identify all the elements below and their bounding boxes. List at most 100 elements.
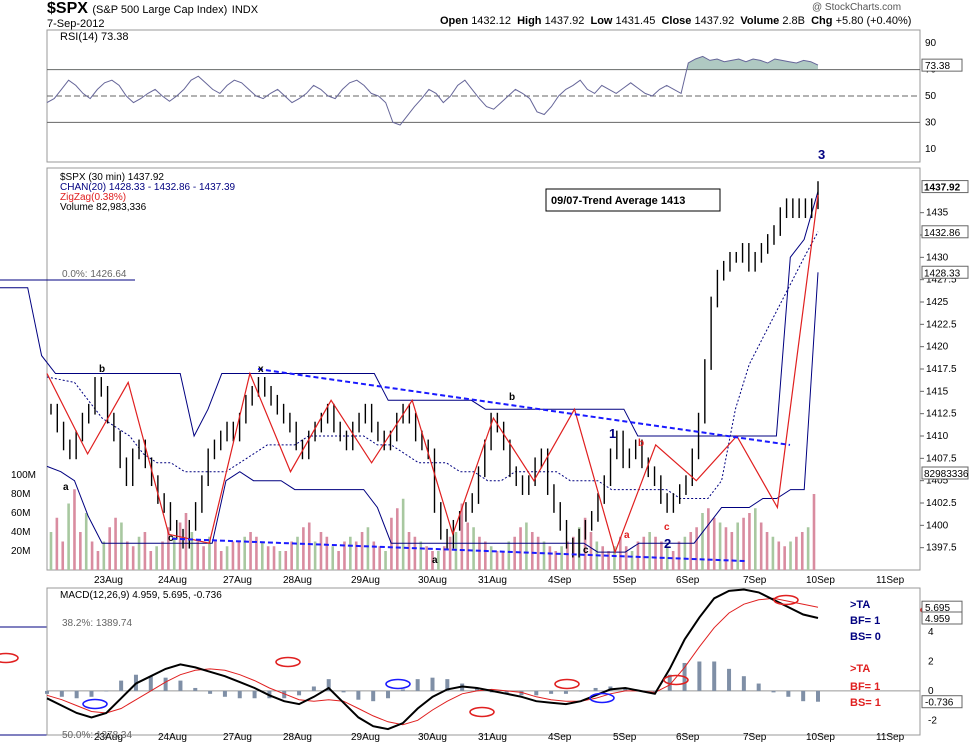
- macd-histogram-bar: [445, 679, 450, 691]
- volume-bar: [313, 541, 317, 570]
- volume-bar: [249, 532, 252, 570]
- macd-histogram-bar: [74, 690, 79, 699]
- channel-middle-line: [46, 231, 819, 499]
- volume-bar: [777, 541, 781, 570]
- volume-bar: [319, 532, 323, 570]
- macd-note: BF= 1: [850, 615, 880, 627]
- price-tick-label: 1420: [926, 342, 949, 353]
- macd-histogram-bar: [415, 679, 420, 691]
- volume-bar: [219, 551, 223, 570]
- volume-bar: [671, 551, 675, 570]
- volume-bar: [624, 546, 628, 570]
- volume-bar: [812, 494, 816, 570]
- macd-histogram-bar: [519, 690, 524, 696]
- volume-tick-label: 60M: [11, 508, 30, 519]
- wave-label: b: [99, 364, 105, 375]
- volume-bar: [448, 536, 452, 570]
- volume-bar: [642, 536, 646, 570]
- macd-histogram-bar: [741, 676, 746, 691]
- volume-value: 2.8B: [782, 15, 805, 27]
- macd-histogram-bar: [282, 690, 287, 699]
- volume-bar: [243, 536, 246, 570]
- macd-fib-label: 38.2%: 1389.74: [62, 618, 132, 629]
- price-legend-item: $SPX (30 min) 1437.92: [60, 172, 164, 183]
- volume-bar: [472, 527, 475, 570]
- volume-bar: [437, 551, 440, 570]
- macd-x-axis-label: 27Aug: [223, 732, 252, 743]
- volume-bar: [466, 522, 470, 570]
- x-axis-label: 27Aug: [223, 575, 252, 586]
- macd-line: [46, 588, 819, 731]
- symbol-exchange: INDX: [231, 4, 259, 16]
- macd-histogram-bar: [104, 690, 109, 692]
- volume-bar: [155, 546, 158, 570]
- rsi-overbought-fill: [686, 56, 818, 70]
- volume-bar: [190, 532, 194, 570]
- volume-bar: [542, 541, 546, 570]
- x-axis-label: 6Sep: [676, 575, 700, 586]
- wave-label: 2: [664, 536, 671, 551]
- volume-bar: [442, 546, 446, 570]
- volume-bar: [660, 541, 663, 570]
- price-panel-frame: [46, 167, 921, 571]
- macd-histogram-bar: [386, 690, 391, 699]
- price-tag: [921, 225, 969, 239]
- volume-bar: [266, 546, 270, 570]
- volume-bar: [525, 522, 528, 570]
- signal-ellipse: [0, 652, 19, 664]
- price-tick-label: 1397.5: [926, 543, 957, 554]
- macd-histogram-bar: [163, 677, 168, 691]
- volume-bar: [724, 527, 728, 570]
- macd-note: BF= 1: [850, 681, 880, 693]
- volume-bar: [325, 536, 329, 570]
- volume-bar: [413, 536, 417, 570]
- volume-bar: [260, 541, 264, 570]
- price-tick-label: 1407.5: [926, 453, 957, 464]
- wave-label: a: [63, 482, 69, 493]
- macd-histogram-bar: [178, 680, 183, 691]
- volume-bar: [149, 551, 153, 570]
- high-value: 1437.92: [544, 15, 585, 27]
- volume-bar: [307, 522, 311, 570]
- volume-bar: [114, 517, 117, 570]
- volume-bar: [372, 541, 376, 570]
- volume-bar: [79, 532, 82, 570]
- x-axis-label: 5Sep: [613, 575, 637, 586]
- macd-x-axis-label: 24Aug: [158, 732, 187, 743]
- volume-tick-label: 20M: [11, 546, 30, 557]
- volume-bar: [701, 513, 704, 570]
- wave-label: c: [583, 545, 589, 556]
- macd-histogram-bar: [326, 679, 331, 691]
- rsi-value-tag-label: 73.38: [925, 61, 950, 72]
- volume-bar: [96, 551, 100, 570]
- macd-histogram-bar: [222, 690, 227, 697]
- volume-bar: [360, 532, 364, 570]
- volume-bar: [789, 541, 792, 570]
- price-tick-label: 1427.5: [926, 275, 957, 286]
- rsi-tick-label: 30: [925, 117, 937, 128]
- macd-histogram-bar: [252, 690, 257, 699]
- volume-bar: [225, 546, 229, 570]
- price-tick-label: 1415: [926, 386, 949, 397]
- volume-bar: [349, 536, 352, 570]
- macd-note: >TA: [850, 663, 870, 675]
- fib-label: 0.0%: 1426.64: [62, 269, 127, 280]
- volume-bar: [366, 527, 370, 570]
- rsi-value-tag: [921, 58, 963, 72]
- volume-bar: [677, 541, 681, 570]
- volume-bar: [530, 532, 534, 570]
- symbol-name: (S&P 500 Large Cap Index): [92, 4, 228, 16]
- volume-bar: [712, 517, 716, 570]
- volume-bar: [513, 536, 516, 570]
- macd-note: >TA: [850, 599, 870, 611]
- x-axis-label: 23Aug: [94, 575, 123, 586]
- volume-bar: [49, 532, 53, 570]
- macd-histogram-bar: [727, 668, 732, 691]
- volume-bar: [748, 513, 751, 570]
- volume-bar: [302, 527, 305, 570]
- volume-bar: [343, 541, 346, 570]
- signal-ellipse: [385, 678, 411, 690]
- macd-x-axis-label: 28Aug: [283, 732, 312, 743]
- volume-bar: [742, 517, 745, 570]
